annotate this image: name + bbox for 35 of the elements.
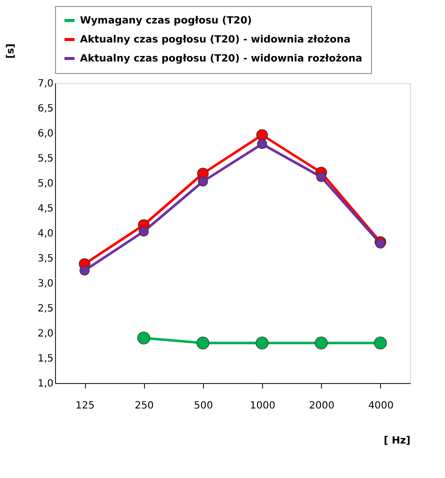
y-tick-label: 5,0 xyxy=(38,178,54,190)
point xyxy=(316,172,326,182)
y-tick-label: 1,0 xyxy=(38,378,54,390)
point xyxy=(198,176,208,187)
point xyxy=(196,336,210,350)
y-tick-label: 4,0 xyxy=(38,228,54,240)
y-tick-label: 3,0 xyxy=(38,278,54,290)
x-axis-title: [ Hz] xyxy=(384,436,410,446)
point xyxy=(137,332,150,344)
point xyxy=(256,129,268,141)
y-tick-label: 6,5 xyxy=(38,104,54,114)
x-tick-label: 250 xyxy=(134,400,154,412)
point xyxy=(138,226,149,237)
point xyxy=(314,336,328,350)
y-tick-label: 2,0 xyxy=(38,328,54,340)
x-tick-label: 4000 xyxy=(368,400,394,412)
x-tick-label: 500 xyxy=(194,400,213,412)
legend-label: Aktualny czas pogłosu (T20) - widownia złożona xyxy=(80,34,350,46)
point xyxy=(80,265,90,276)
point xyxy=(374,336,387,350)
point xyxy=(257,138,268,150)
y-axis-title: [s] xyxy=(6,44,16,59)
y-tick-label: 3,5 xyxy=(38,254,54,264)
y-tick-label: 6,0 xyxy=(38,128,54,140)
y-tick-label: 4,5 xyxy=(38,204,54,214)
y-tick-label: 5,5 xyxy=(38,154,54,164)
x-tick-label: 2000 xyxy=(309,400,334,412)
legend-label: Wymagany czas pogłosu (T20) xyxy=(80,16,252,26)
point xyxy=(256,336,269,350)
x-tick-label: 125 xyxy=(76,400,95,412)
y-tick-label: 2,5 xyxy=(38,304,54,314)
x-tick-label: 1000 xyxy=(250,400,276,412)
y-tick-label: 7,0 xyxy=(38,78,54,90)
legend-label: Aktualny czas pogłosu (T20) - widownia rozłożona xyxy=(80,54,362,64)
y-tick-label: 1,5 xyxy=(38,354,54,364)
